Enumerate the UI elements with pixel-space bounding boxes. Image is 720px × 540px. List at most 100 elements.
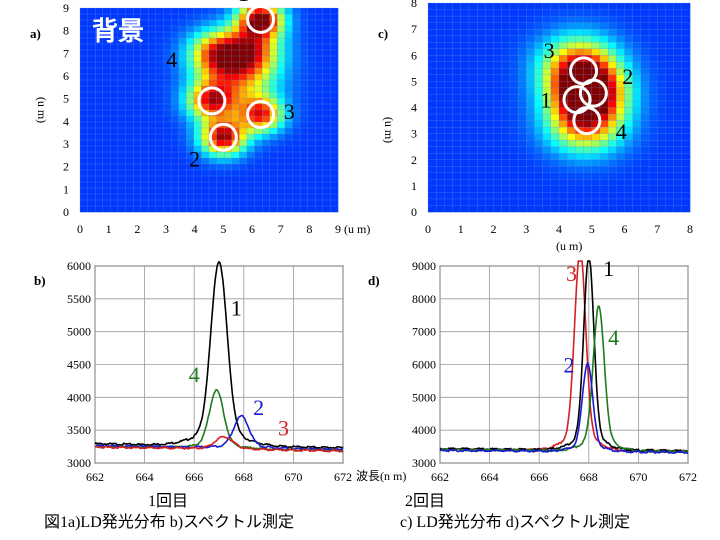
heatmap-cell [665, 55, 675, 63]
heatmap-cell [436, 100, 445, 108]
heatmap-cell [254, 193, 263, 201]
heatmap-cell [509, 140, 519, 148]
heatmap-cell [193, 13, 202, 21]
heatmap-cell [485, 126, 494, 135]
heatmap-cell [460, 35, 470, 43]
heatmap-cell [558, 205, 568, 213]
heatmap-cell [315, 97, 324, 105]
heatmap-cell [277, 133, 286, 141]
heatmap-cell [95, 187, 104, 195]
heatmap-cell [591, 185, 601, 193]
heatmap-cell [444, 120, 453, 128]
heatmap-cell [526, 140, 535, 148]
heatmap-cell [299, 181, 309, 189]
heatmap-cell [681, 153, 691, 161]
heatmap-cell [624, 159, 634, 167]
heatmap-cell [550, 198, 560, 206]
heatmap-cell [284, 205, 293, 213]
heatmap-cell [155, 43, 164, 51]
heatmap-cell [140, 205, 149, 213]
heatmap-cell [292, 49, 301, 57]
heatmap-cell [468, 100, 478, 108]
heatmap-cell [110, 157, 119, 165]
x-tick-label: 6 [249, 222, 255, 236]
heatmap-cell [485, 185, 494, 193]
heatmap-cell [517, 198, 527, 206]
heatmap-cell [567, 22, 576, 30]
heatmap-cell [468, 42, 478, 50]
heatmap-cell [269, 55, 278, 63]
series-label: 4 [189, 362, 200, 387]
heatmap-cell [186, 85, 195, 93]
series-line-3 [94, 435, 344, 453]
heatmap-cell [452, 2, 462, 10]
heatmap-cell [269, 157, 278, 165]
heatmap-cell [148, 43, 157, 51]
heatmap-cell [239, 37, 248, 45]
heatmap-cell [608, 9, 617, 17]
heatmap-cell [186, 61, 195, 69]
heatmap-cell [132, 205, 142, 213]
heatmap-cell [493, 192, 503, 200]
heatmap-cell [468, 198, 478, 206]
marker-label: 4 [616, 119, 627, 144]
heatmap-cell [239, 85, 248, 93]
heatmap-cell [477, 205, 486, 213]
heatmap-cell [673, 81, 683, 89]
heatmap-cell [477, 126, 486, 135]
heatmap-cell [254, 73, 263, 81]
heatmap-cell [599, 140, 609, 148]
heatmap-cell [284, 19, 293, 27]
heatmap-cell [591, 48, 601, 56]
heatmap-cell [117, 109, 126, 117]
heatmap-cell [468, 74, 478, 82]
heatmap-cell [509, 205, 519, 213]
heatmap-cell [330, 7, 339, 15]
heatmap-cell [509, 159, 519, 167]
heatmap-cell [231, 49, 240, 57]
heatmap-cell [269, 199, 278, 207]
heatmap-cell [155, 121, 164, 129]
heatmap-cell [583, 9, 593, 17]
heatmap-cell [163, 109, 172, 117]
heatmap-cell [125, 55, 134, 63]
heatmap-cell [132, 97, 142, 105]
heatmap-cell [170, 25, 180, 33]
heatmap-cell [261, 133, 271, 141]
heatmap-cell [608, 185, 617, 193]
heatmap-cell [315, 115, 324, 123]
heatmap-cell [657, 198, 666, 206]
heatmap-cell [186, 133, 195, 141]
heatmap-cell [550, 113, 560, 121]
heatmap-cell [299, 31, 309, 39]
x-tick-label: 1 [458, 222, 464, 236]
heatmap-cell [640, 55, 650, 63]
heatmap-cell [155, 139, 164, 147]
heatmap-cell [95, 121, 104, 129]
heatmap-cell [292, 13, 301, 21]
heatmap-cell [330, 97, 339, 105]
heatmap-cell [558, 2, 568, 10]
heatmap-cell [239, 205, 248, 213]
heatmap-cell [517, 15, 527, 24]
heatmap-cell [239, 145, 248, 153]
heatmap-cell [427, 140, 437, 148]
heatmap-cell [224, 151, 233, 159]
heatmap-cell [330, 31, 339, 39]
heatmap-cell [550, 120, 560, 128]
heatmap-cell [444, 29, 453, 37]
heatmap-cell [485, 87, 494, 95]
heatmap-cell [485, 9, 494, 17]
heatmap-cell [517, 42, 527, 50]
heatmap-cell [673, 55, 683, 63]
heatmap-cell [193, 121, 202, 129]
heatmap-cell [436, 205, 445, 213]
heatmap-cell [102, 151, 111, 159]
heatmap-cell [170, 31, 180, 39]
heatmap-cell [509, 68, 519, 76]
heatmap-cell [427, 35, 437, 43]
heatmap-cell [261, 157, 271, 165]
heatmap-cell [648, 81, 658, 89]
heatmap-cell [624, 15, 634, 24]
heatmap-cell [591, 179, 601, 187]
